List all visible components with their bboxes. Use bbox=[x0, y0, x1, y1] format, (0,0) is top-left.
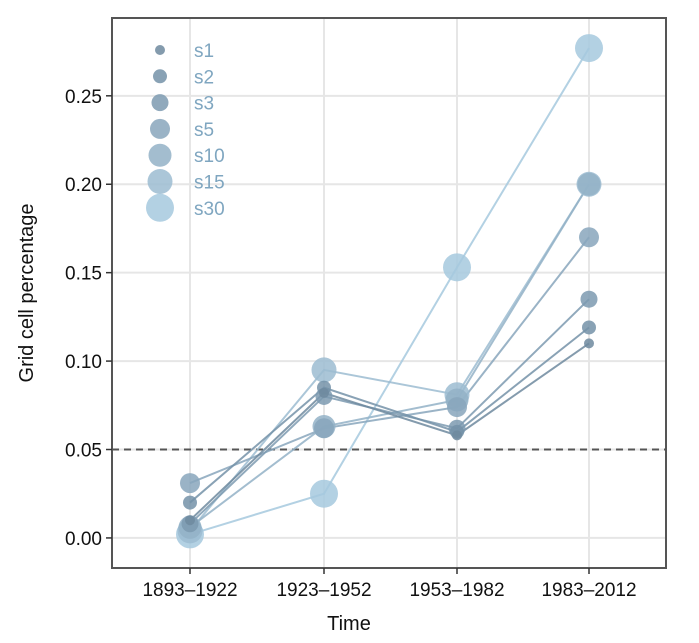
y-tick-label: 0.10 bbox=[65, 352, 102, 373]
legend-label-s30: s30 bbox=[194, 199, 225, 220]
legend-marker-s15 bbox=[147, 169, 173, 194]
legend-marker-s3 bbox=[151, 94, 169, 112]
point-s1-1 bbox=[319, 387, 329, 398]
y-tick-label: 0.05 bbox=[65, 441, 102, 462]
series-line-s30 bbox=[189, 47, 590, 536]
legend-label-s3: s3 bbox=[194, 94, 214, 115]
point-s2-3 bbox=[582, 320, 596, 335]
point-s5-0 bbox=[180, 473, 200, 494]
y-tick-label: 0.25 bbox=[65, 87, 102, 108]
point-s1-3 bbox=[584, 338, 594, 349]
point-s1-2 bbox=[452, 430, 462, 441]
legend-label-s2: s2 bbox=[194, 67, 214, 88]
point-s5-3 bbox=[579, 227, 599, 248]
x-tick-label: 1923–1952 bbox=[276, 580, 371, 601]
x-tick-label: 1953–1982 bbox=[409, 580, 504, 601]
legend: s1 s2 s3 s5 s10 s15 s30 bbox=[146, 41, 225, 222]
x-axis-title: Time bbox=[327, 613, 371, 635]
legend-label-s10: s10 bbox=[194, 146, 225, 167]
x-tick-label: 1983–2012 bbox=[541, 580, 636, 601]
point-s1-0 bbox=[185, 515, 195, 526]
x-tick-label: 1893–1922 bbox=[142, 580, 237, 601]
point-s30-1 bbox=[310, 479, 338, 508]
series-line-s2 bbox=[189, 326, 590, 504]
series-line-s3 bbox=[189, 298, 590, 525]
plot-frame bbox=[111, 17, 667, 569]
legend-label-s15: s15 bbox=[194, 173, 225, 194]
y-axis: 0.00 0.05 0.10 0.15 0.20 0.25 bbox=[65, 87, 112, 550]
point-s30-2 bbox=[443, 253, 471, 282]
y-axis-title: Grid cell percentage bbox=[16, 204, 38, 383]
point-s10-3 bbox=[577, 172, 601, 196]
legend-label-s1: s1 bbox=[194, 41, 214, 62]
series-layer bbox=[176, 34, 603, 549]
series-line-s10 bbox=[189, 183, 590, 529]
point-s5-2 bbox=[447, 397, 467, 418]
y-tick-label: 0.20 bbox=[65, 175, 102, 196]
legend-marker-s5 bbox=[150, 118, 170, 139]
point-s15-1 bbox=[311, 357, 337, 383]
point-s5-1 bbox=[314, 418, 334, 439]
legend-marker-s2 bbox=[153, 69, 167, 84]
series-line-s15 bbox=[189, 183, 590, 532]
legend-marker-s10 bbox=[148, 143, 172, 167]
point-s2-0 bbox=[183, 495, 197, 510]
gridlines bbox=[112, 18, 666, 568]
point-s3-3 bbox=[580, 290, 598, 308]
x-axis: 1893–1922 1923–1952 1953–1982 1983–2012 bbox=[142, 568, 637, 601]
legend-marker-s30 bbox=[146, 193, 174, 222]
legend-marker-s1 bbox=[155, 45, 165, 55]
y-tick-label: 0.00 bbox=[65, 529, 102, 550]
series-line-s1 bbox=[189, 342, 590, 521]
point-s30-3 bbox=[575, 34, 603, 63]
legend-label-s5: s5 bbox=[194, 120, 214, 141]
y-tick-label: 0.15 bbox=[65, 264, 102, 285]
